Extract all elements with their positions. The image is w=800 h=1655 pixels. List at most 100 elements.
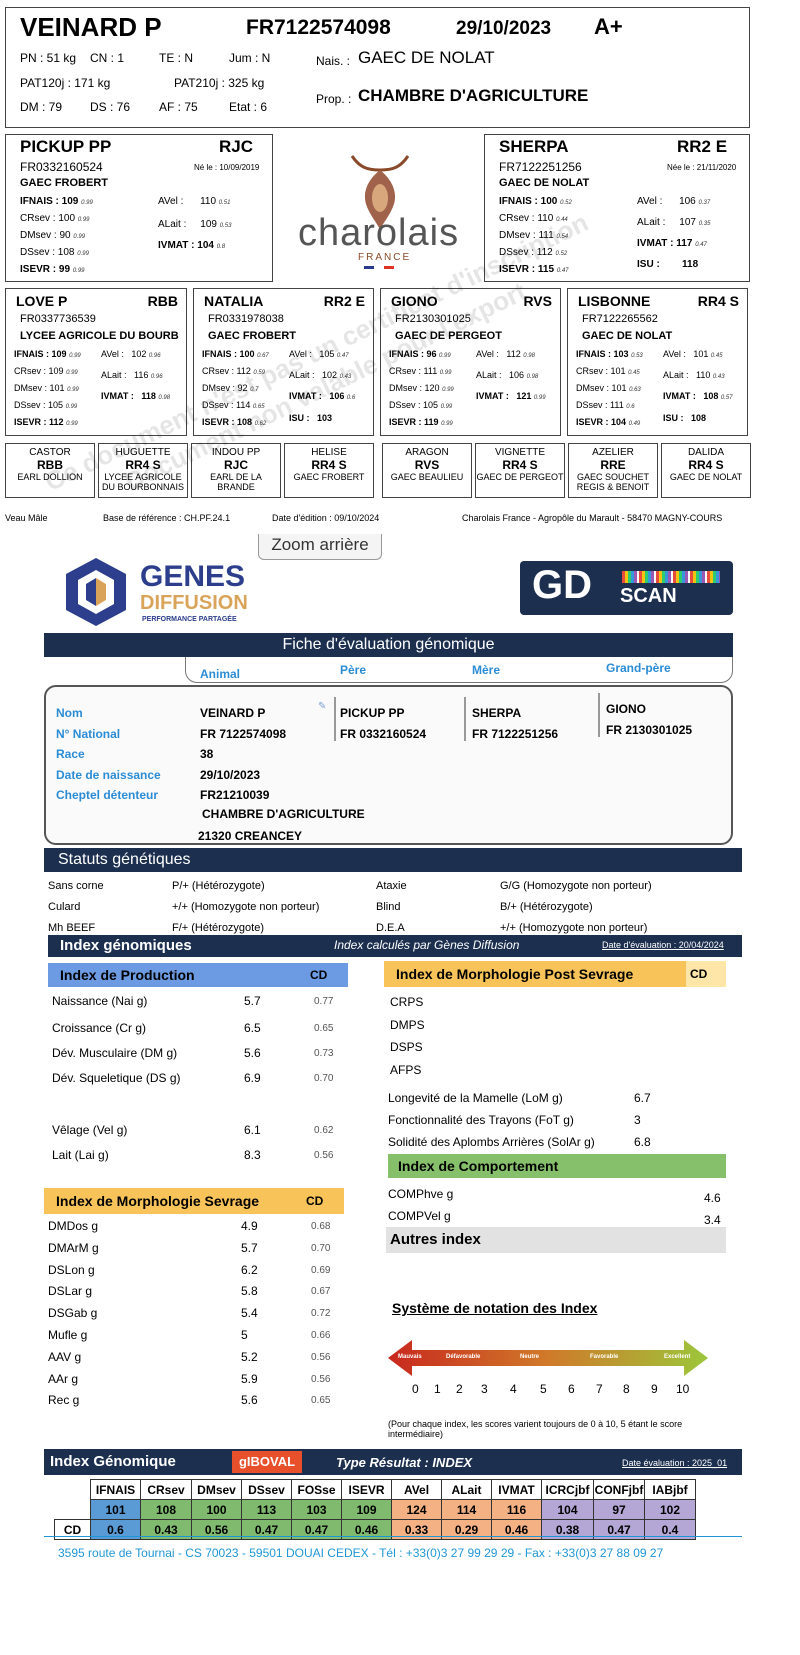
barcode-icon <box>622 571 720 583</box>
grandparent-index-row: ISEVR : 108 0.62 <box>202 417 267 427</box>
grandparent-indexes: IFNAIS : 103 0.53 CRsev : 101 0.45 DMsev :… <box>576 349 671 434</box>
grandparent-index-row: IFNAIS : 103 0.53 <box>576 349 643 359</box>
grandparent-index-row-right: AVel : 102 0.96 <box>101 349 161 359</box>
charolais-sub: FRANCE <box>358 252 412 263</box>
ggp-name: INDOU PP <box>211 447 261 458</box>
dam-box: SHERPA RR2 E FR7122251256 Née le : 21/11… <box>484 134 750 282</box>
animal-labels: Nom N° National Race Date de naissance Chept… <box>56 706 161 802</box>
owner-name: CHAMBRE D'AGRICULTURE <box>202 807 365 821</box>
gboval-type: Type Résultat : INDEX <box>336 1455 473 1470</box>
grandparent-name: NATALIA <box>204 293 264 309</box>
ggp-code: RR4 S <box>688 458 724 472</box>
ggp-breeder: GAEC DE PERGEOT <box>476 472 564 482</box>
ggp-name: ARAGON <box>405 447 449 458</box>
ggp-code: RRE <box>600 458 626 472</box>
scale-tick: 10 <box>676 1382 690 1396</box>
scale-tick: 1 <box>434 1382 441 1396</box>
ggp-breeder: GAEC FROBERT <box>293 472 365 482</box>
great-grandparent-box: CASTOR RBB EARL DOLLION <box>5 443 95 498</box>
ggp-name: AZELIER <box>592 447 634 458</box>
mere-info: SHERPA FR 7122251256 <box>472 706 559 741</box>
gboval-header-cell: ICRCjbf <box>541 1479 594 1500</box>
prop-value: CHAMBRE D'AGRICULTURE <box>358 86 589 105</box>
tab-pere[interactable]: Père <box>340 663 367 677</box>
edit-icon[interactable]: ✎ <box>318 701 327 712</box>
gboval-cd-cell: 0.43 <box>140 1519 192 1540</box>
dam-indexes: IFNAIS : 100 0.52 CRsev : 110 0.44 DMsev… <box>499 196 572 275</box>
tab-grand-pere[interactable]: Grand-père <box>606 661 671 675</box>
sire-indexes-right: AVel : 110 0.51 ALait : 109 0.53 IVMAT :… <box>158 196 232 251</box>
sire-born: Né le : 10/09/2019 <box>194 163 260 172</box>
great-grandparent-box: AZELIER RRE GAEC SOUCHET REGIS & BENOIT <box>568 443 658 498</box>
morpho-post-title: Index de Morphologie Post Sevrage <box>396 966 634 982</box>
grandparent-indexes-right: AVel : 112 0.98 ALait : 106 0.98 IVMAT : 1… <box>476 349 566 413</box>
sex: Veau Mâle <box>5 513 48 523</box>
zoom-out-button[interactable]: Zoom arrière <box>258 534 382 560</box>
grandparent-id: FR0331978038 <box>208 313 284 325</box>
genes-logo-icon <box>66 558 126 626</box>
gboval-cd-cell: 0.29 <box>441 1519 492 1540</box>
sire-id: FR0332160524 <box>20 160 103 174</box>
production-title: Index de Production <box>60 967 195 983</box>
grandparent-name: LOVE P <box>16 293 68 309</box>
grandparent-index-row: IFNAIS : 96 0.99 <box>389 349 451 359</box>
grandparent-code: RVS <box>523 293 552 309</box>
grandparent-breeder: LYCEE AGRICOLE DU BOURB <box>20 330 179 342</box>
grandparent-index-row: CRsev : 109 0.99 <box>14 366 78 376</box>
dam-indexes-right: AVel : 106 0.37 ALait : 107 0.35 IVMAT :… <box>637 196 711 270</box>
ggp-name: HUGUETTE <box>115 447 171 458</box>
gboval-value-cell: 103 <box>291 1499 342 1520</box>
gboval-value-cell: 109 <box>341 1499 392 1520</box>
grandparent-index-row-right: IVMAT : 121 0.99 <box>476 391 546 401</box>
grandparent-index-row-right: ISU : 108 <box>663 413 707 423</box>
nais-value: GAEC DE NOLAT <box>358 48 495 67</box>
statuts-right-labels: Ataxie Blind D.E.A <box>376 880 407 934</box>
dam-name: SHERPA <box>499 137 569 156</box>
gboval-header-cell: CONFjbf <box>593 1479 645 1500</box>
sire-box: PICKUP PP RJC FR0332160524 Né le : 10/09… <box>5 134 273 282</box>
grade: A+ <box>594 14 623 39</box>
gboval-value-cell: 114 <box>441 1499 492 1520</box>
grandparent-index-row: DSsev : 114 0.65 <box>202 400 265 410</box>
statuts-title: Statuts génétiques <box>44 848 742 872</box>
gboval-value-cell: 104 <box>541 1499 594 1520</box>
ggp-breeder: GAEC BEAULIEU <box>390 472 464 482</box>
dam-code: RR2 E <box>677 137 728 156</box>
grandparent-index-row-right: AVel : 101 0.45 <box>663 349 723 359</box>
grandparent-index-row-right: ALait : 102 0.43 <box>289 370 352 380</box>
grandparent-code: RR4 S <box>697 293 739 309</box>
notation-scale-arrow <box>388 1340 708 1376</box>
grandparent-indexes: IFNAIS : 96 0.99 CRsev : 111 0.99 DMsev : … <box>389 349 484 434</box>
gboval-header-cell: ALait <box>441 1479 492 1500</box>
divider <box>464 697 466 741</box>
morpho-sevrage-cd: CD <box>306 1194 324 1208</box>
dm: DM : 79 <box>20 100 63 114</box>
ggp-name: DALIDA <box>687 447 725 458</box>
gboval-header-cell: AVel <box>391 1479 442 1500</box>
tab-animal[interactable]: Animal <box>200 667 241 681</box>
fiche-tabs: Animal Père Mère Grand-père <box>185 657 733 683</box>
grandparent-index-row-right: ALait : 116 0.96 <box>101 370 163 380</box>
gboval-cd-cell: 0.47 <box>241 1519 292 1540</box>
gboval-cd-cell: 0.47 <box>291 1519 342 1540</box>
prop-label: Prop. : <box>316 92 352 106</box>
grandparent-index-row: CRsev : 112 0.59 <box>202 366 266 376</box>
grandparent-index-row-right: IVMAT : 108 0.57 <box>663 391 733 401</box>
grandparent-indexes-right: AVel : 101 0.45 ALait : 110 0.43 IVMAT : 1… <box>663 349 753 434</box>
comportement-header: Index de Comportement <box>388 1154 726 1178</box>
genes-footer-address: 3595 route de Tournai - CS 70023 - 59501… <box>58 1546 664 1560</box>
grandparent-index-row-right: ISU : 103 <box>289 413 333 423</box>
grandparent-index-row: DMsev : 101 0.63 <box>576 383 641 393</box>
great-grandparent-box: HUGUETTE RR4 S LYCEE AGRICOLE DU BOURBONNA… <box>98 443 188 498</box>
grand-pere-info: GIONO FR 2130301025 <box>606 702 693 737</box>
gboval-value-cell: 102 <box>644 1499 696 1520</box>
gboval-value-cell: 113 <box>241 1499 292 1520</box>
divider <box>334 697 336 741</box>
gboval-cd-cell: 0.46 <box>341 1519 392 1540</box>
grandparent-index-row: DMsev : 120 0.99 <box>389 383 454 393</box>
gboval-value-cell: 116 <box>491 1499 542 1520</box>
ds: DS : 76 <box>90 100 131 114</box>
tab-mere[interactable]: Mère <box>472 663 501 677</box>
index-header: Index génomiques Index calculés par Gène… <box>48 935 742 957</box>
production-cd: CD <box>310 968 328 982</box>
